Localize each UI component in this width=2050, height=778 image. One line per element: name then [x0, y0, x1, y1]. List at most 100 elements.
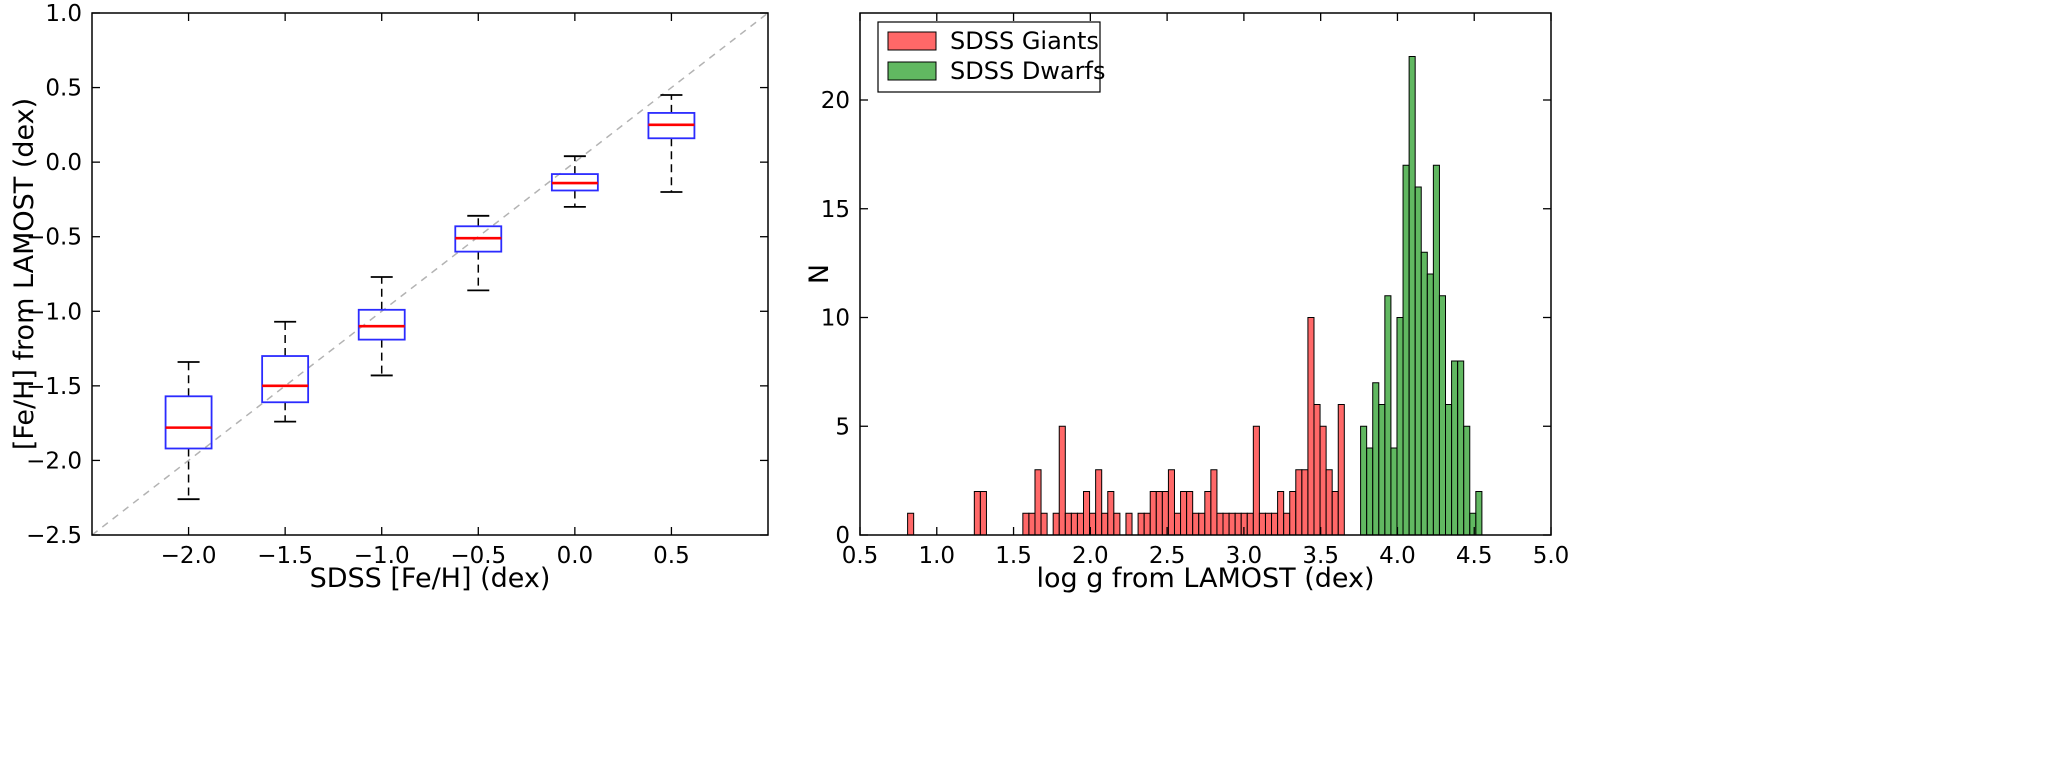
y-axis-label: N	[804, 264, 835, 284]
giants-bar	[1180, 491, 1188, 536]
giants-bar	[1137, 512, 1145, 536]
box--1	[357, 276, 406, 377]
dwarfs-bar	[1463, 425, 1471, 536]
dwarfs-bar	[1366, 447, 1374, 536]
y-tick-label: 0	[835, 523, 850, 549]
giants-bar	[1143, 512, 1151, 536]
giants-bar	[979, 491, 987, 536]
interquartile-box	[164, 395, 213, 450]
giants-bar	[1095, 469, 1103, 536]
dwarfs-bar	[1432, 164, 1440, 536]
x-axis-label: log g from LAMOST (dex)	[1036, 563, 1374, 594]
giants-bar	[1070, 512, 1078, 536]
giants-bar	[1295, 469, 1303, 536]
dwarfs-bar	[1438, 295, 1447, 536]
x-tick-label: 1.5	[995, 543, 1032, 569]
giants-bar	[1028, 512, 1036, 536]
y-tick-label: −0.5	[26, 225, 82, 251]
giants-bar	[1252, 425, 1260, 536]
box-0	[550, 155, 599, 208]
giants-bar	[1173, 512, 1182, 536]
dwarfs-bar	[1457, 360, 1465, 536]
y-tick-label: −1.0	[26, 299, 82, 325]
giants-bar	[1331, 491, 1339, 536]
giants-bar	[1064, 512, 1072, 536]
giants-bar	[1222, 512, 1230, 536]
dwarfs-bar	[1420, 251, 1428, 536]
giants-bar	[1271, 512, 1279, 536]
giants-bar	[1040, 512, 1048, 536]
y-axis-label: [Fe/H] from LAMOST (dex)	[9, 98, 40, 450]
legend-label-giants: SDSS Giants	[950, 27, 1099, 55]
x-tick-label: −2.0	[161, 543, 217, 569]
y-tick-label: 0.5	[45, 76, 82, 102]
giants-bar	[1149, 491, 1157, 536]
giants-bar	[907, 512, 915, 536]
y-tick-label: 10	[821, 306, 850, 332]
giants-bar	[1234, 512, 1242, 536]
x-tick-label: −1.0	[354, 543, 410, 569]
giants-bar	[1204, 491, 1212, 536]
dwarfs-bar	[1426, 273, 1434, 536]
giants-bar	[1125, 512, 1133, 536]
dwarfs-series	[1360, 56, 1483, 536]
giants-bar	[1313, 404, 1321, 536]
y-tick-label: −2.5	[26, 523, 82, 549]
box--1.5	[261, 320, 310, 423]
x-tick-label: 3.5	[1302, 543, 1339, 569]
y-tick-label: 5	[835, 414, 850, 440]
dwarfs-bar	[1390, 447, 1398, 536]
x-tick-label: −0.5	[450, 543, 506, 569]
giants-bar	[1107, 491, 1115, 536]
x-tick-label: −1.5	[257, 543, 313, 569]
dwarfs-bar	[1384, 295, 1392, 536]
dwarfs-bar	[1378, 404, 1386, 536]
y-tick-label: 15	[821, 197, 850, 223]
y-tick-label: 0.0	[45, 150, 82, 176]
dwarfs-bar	[1408, 56, 1416, 536]
y-tick-label: 20	[821, 88, 850, 114]
dwarfs-bar	[1396, 317, 1404, 536]
plot-frame	[859, 12, 1552, 536]
x-tick-label: 2.0	[1072, 543, 1109, 569]
giants-bar	[1283, 512, 1291, 536]
dwarfs-bar	[1360, 425, 1368, 536]
x-tick-label: 0.5	[653, 543, 690, 569]
plot-frame	[91, 12, 769, 536]
dwarfs-bar	[1469, 512, 1477, 536]
giants-bar	[1192, 512, 1200, 536]
giants-bar	[1277, 491, 1285, 536]
interquartile-box	[261, 355, 310, 404]
logg-histogram: 0.5 1.0 1.5 2.0 2.5 3.0 3.5 4.0 4.5 5.0 0 5 10 15 20 SD…	[804, 12, 1569, 594]
box--2	[164, 361, 213, 501]
giants-bar	[1083, 491, 1091, 536]
giants-bar	[1210, 469, 1218, 536]
giants-bar	[1058, 425, 1066, 536]
x-tick-label: 2.5	[1149, 543, 1186, 569]
giants-bar	[1113, 512, 1121, 536]
giants-bar	[1186, 491, 1194, 536]
giants-bar	[1216, 512, 1224, 536]
giants-bar	[1155, 491, 1163, 536]
giants-bar	[1319, 425, 1327, 536]
giants-bar	[1301, 469, 1309, 536]
dwarfs-bar	[1402, 164, 1410, 536]
giants-bar	[1228, 512, 1236, 536]
dwarfs-bar	[1414, 186, 1422, 536]
dwarfs-bar	[1451, 360, 1459, 536]
giants-bar	[1307, 317, 1315, 536]
dwarfs-bar	[1372, 382, 1380, 536]
x-axis-label: SDSS [Fe/H] (dex)	[310, 563, 551, 594]
giants-series	[907, 317, 1345, 536]
x-tick-label: 0.5	[842, 543, 879, 569]
giants-bar	[1101, 512, 1109, 536]
giants-bar	[1289, 491, 1297, 536]
one-to-one-line	[91, 12, 769, 536]
interquartile-box	[357, 308, 406, 341]
x-tick-label: 1.0	[918, 543, 955, 569]
x-tick-label: 4.5	[1456, 543, 1493, 569]
y-tick-label: −2.0	[26, 448, 82, 474]
giants-bar	[1325, 469, 1333, 536]
giants-bar	[1264, 512, 1273, 536]
